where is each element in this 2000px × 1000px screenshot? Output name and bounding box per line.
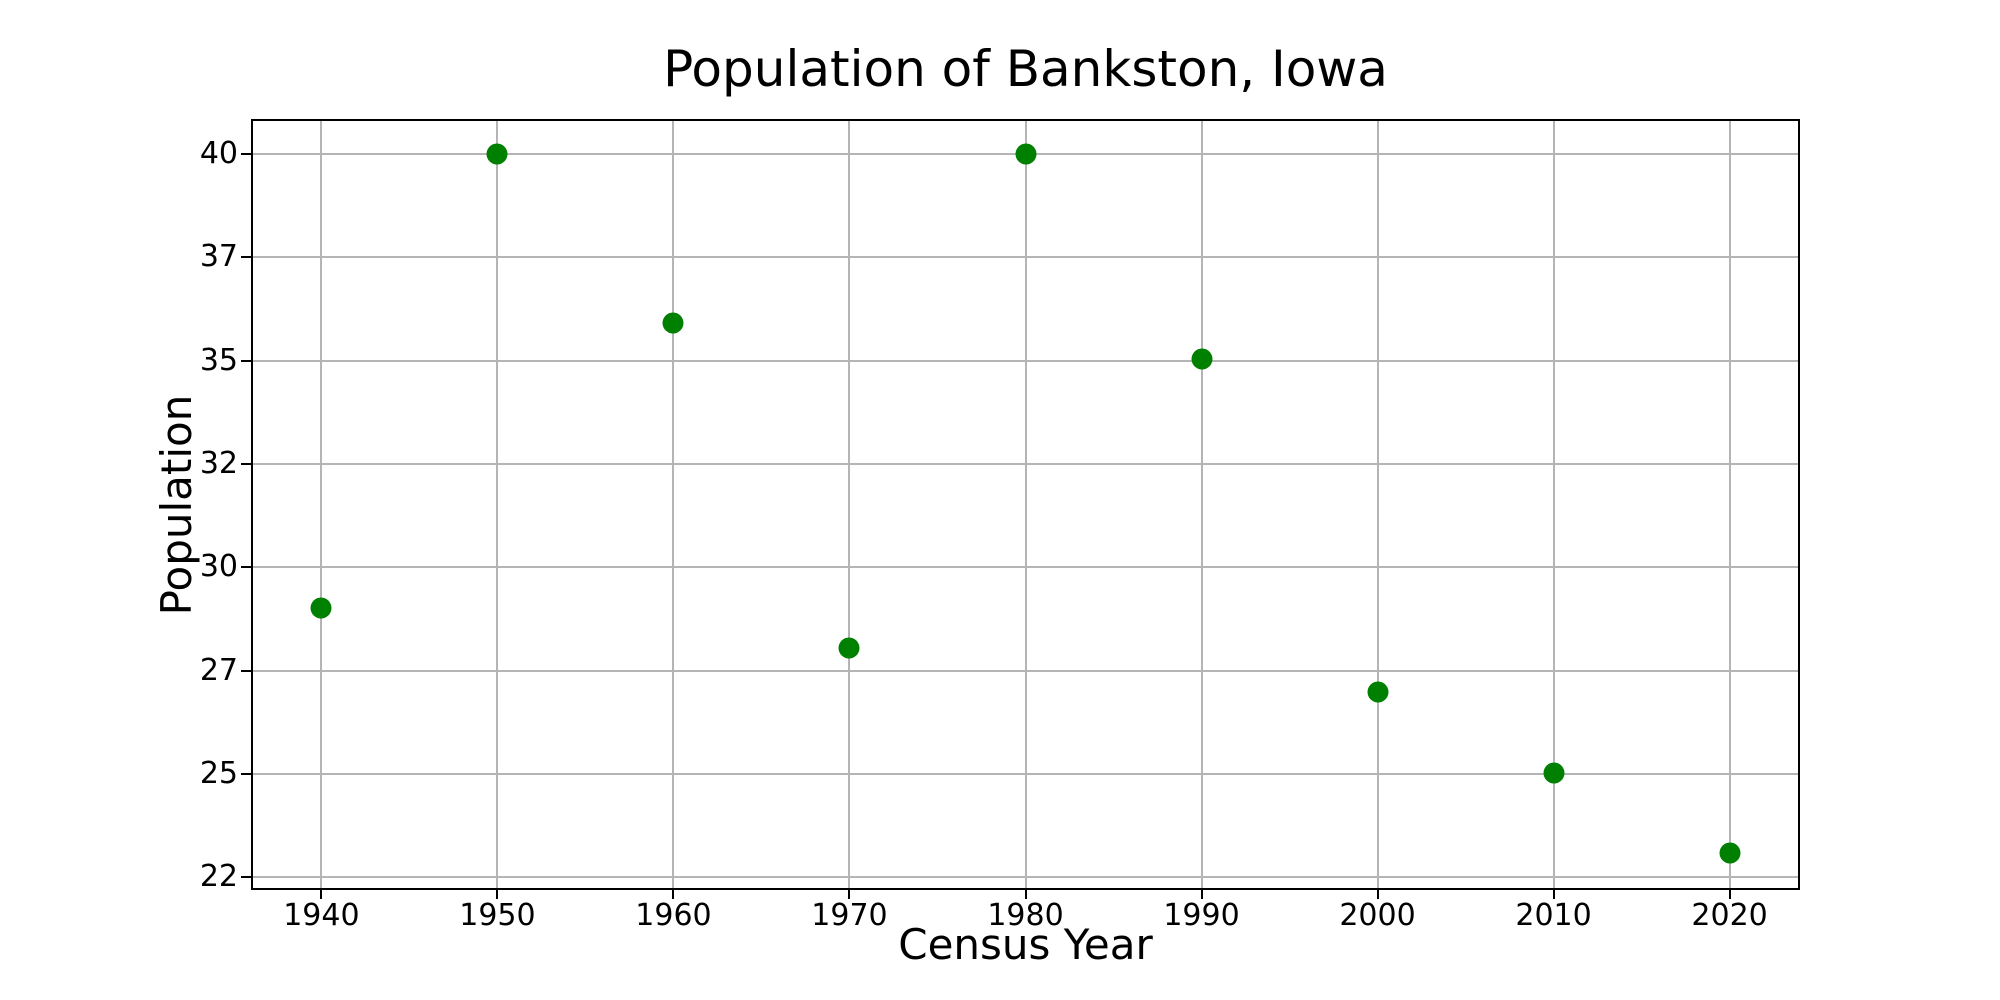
x-tick-mark [496,890,499,899]
x-tick-label: 1940 [283,898,360,933]
y-tick-mark [241,462,251,465]
data-point [838,637,860,659]
x-tick-mark [1552,890,1555,899]
x-tick-label: 1950 [459,898,536,933]
x-gridline [1024,121,1027,888]
data-point [1719,842,1741,864]
data-point [662,312,684,334]
data-point [1543,762,1565,784]
x-tick-mark [672,890,675,899]
x-tick-mark [1728,890,1731,899]
x-gridline [1376,121,1379,888]
y-tick-label: 35 [199,342,238,378]
x-gridline [496,121,499,888]
x-gridline [320,121,323,888]
x-gridline [848,121,851,888]
x-tick-label: 1970 [811,898,888,933]
data-point [1367,681,1389,703]
data-point [310,597,332,619]
y-tick-label: 37 [199,239,238,275]
y-tick-mark [241,669,251,672]
y-tick-mark [241,359,251,362]
y-tick-label: 30 [199,549,238,585]
y-tick-label: 32 [199,445,238,481]
data-point [1015,143,1036,165]
x-tick-mark [1024,890,1027,899]
x-tick-mark [848,890,851,899]
x-tick-label: 1980 [987,898,1064,933]
y-tick-mark [241,566,251,569]
x-tick-label: 1990 [1163,898,1240,933]
chart-title: Population of Bankston, Iowa [663,40,1388,98]
x-tick-label: 2020 [1691,898,1768,933]
y-tick-label: 27 [199,652,238,688]
x-gridline [1552,121,1555,888]
y-tick-label: 22 [199,859,238,895]
x-axis-label: Census Year [898,920,1153,969]
y-axis-label: Population [151,394,201,616]
data-point [1191,348,1213,370]
x-gridline [672,121,675,888]
x-tick-mark [1376,890,1379,899]
x-tick-mark [1200,890,1203,899]
x-tick-label: 1960 [635,898,712,933]
plot-area [251,119,1800,890]
y-tick-mark [241,772,251,775]
x-gridline [1728,121,1731,888]
y-tick-label: 25 [199,755,238,791]
x-gridline [1200,121,1203,888]
x-tick-mark [320,890,323,899]
y-tick-label: 40 [199,135,238,171]
x-tick-label: 2000 [1339,898,1416,933]
y-tick-mark [241,256,251,259]
y-tick-mark [241,876,251,879]
y-tick-mark [241,152,251,155]
x-tick-label: 2010 [1515,898,1592,933]
data-point [486,143,508,165]
